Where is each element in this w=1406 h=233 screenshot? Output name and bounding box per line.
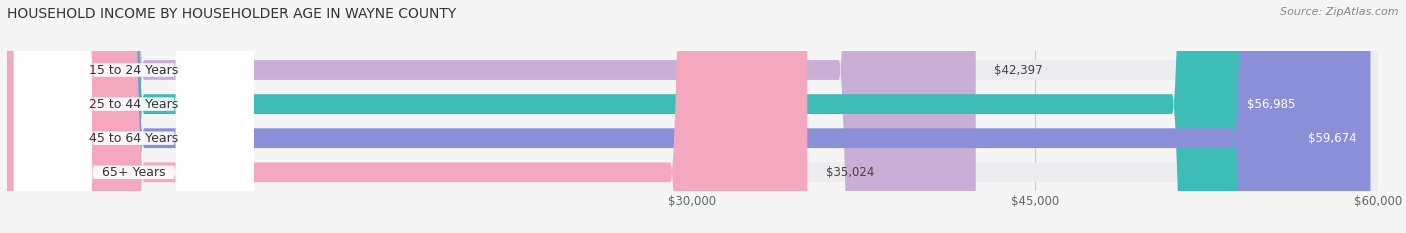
Text: $42,397: $42,397 (994, 64, 1043, 76)
FancyBboxPatch shape (7, 0, 1378, 233)
FancyBboxPatch shape (7, 0, 1378, 233)
Text: $59,674: $59,674 (1308, 132, 1357, 145)
Text: Source: ZipAtlas.com: Source: ZipAtlas.com (1281, 7, 1399, 17)
Text: $56,985: $56,985 (1247, 98, 1295, 111)
FancyBboxPatch shape (7, 0, 1378, 233)
FancyBboxPatch shape (14, 0, 253, 233)
FancyBboxPatch shape (14, 0, 253, 233)
FancyBboxPatch shape (7, 0, 976, 233)
Text: 45 to 64 Years: 45 to 64 Years (89, 132, 179, 145)
Text: $35,024: $35,024 (825, 166, 875, 179)
FancyBboxPatch shape (14, 0, 253, 233)
Text: 25 to 44 Years: 25 to 44 Years (89, 98, 179, 111)
Text: 65+ Years: 65+ Years (103, 166, 166, 179)
FancyBboxPatch shape (14, 0, 253, 233)
FancyBboxPatch shape (7, 0, 1378, 233)
FancyBboxPatch shape (7, 0, 1309, 233)
FancyBboxPatch shape (7, 0, 1371, 233)
Text: 15 to 24 Years: 15 to 24 Years (89, 64, 179, 76)
FancyBboxPatch shape (7, 0, 807, 233)
Text: HOUSEHOLD INCOME BY HOUSEHOLDER AGE IN WAYNE COUNTY: HOUSEHOLD INCOME BY HOUSEHOLDER AGE IN W… (7, 7, 457, 21)
